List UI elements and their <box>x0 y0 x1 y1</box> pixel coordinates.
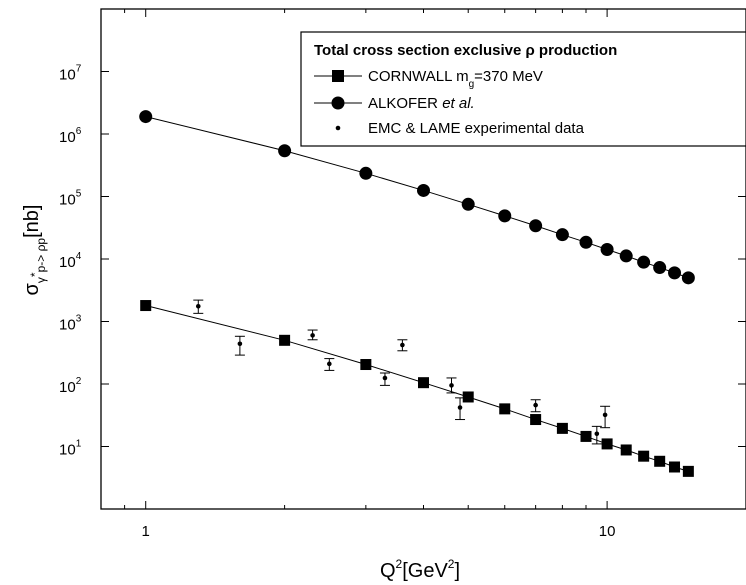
data-point-square <box>418 377 429 389</box>
data-point-circle <box>579 235 593 249</box>
data-point-circle <box>278 144 292 158</box>
series-cornwall <box>140 300 694 477</box>
data-point-square <box>556 422 568 434</box>
data-point-dot <box>400 342 405 348</box>
data-point-circle <box>529 219 543 233</box>
y-tick-label: 101 <box>59 439 82 459</box>
data-point-square <box>360 359 372 371</box>
data-point-dot <box>602 412 608 418</box>
legend-marker-experimental <box>335 125 341 131</box>
data-point-square <box>499 403 511 415</box>
data-point-dot <box>457 405 463 410</box>
data-point-square <box>580 430 592 442</box>
y-tick-label: 103 <box>59 314 82 334</box>
data-point-circle <box>637 255 651 269</box>
data-point-circle <box>417 183 430 197</box>
data-point-dot <box>310 333 315 338</box>
data-point-square <box>279 334 291 346</box>
data-point-dot <box>382 375 388 381</box>
y-tick-label: 107 <box>59 64 82 84</box>
legend: Total cross section exclusive ρ producti… <box>300 31 746 147</box>
data-point-square <box>530 414 542 426</box>
y-ticks: 101 102 103 104 105 106 107 <box>59 64 82 459</box>
data-point-circle <box>600 242 614 256</box>
data-point-square <box>462 391 474 403</box>
x-ticks: 1 10 <box>142 523 616 540</box>
data-point-circle <box>359 166 373 180</box>
legend-label-cornwall: CORNWALL mg=370 MeV <box>368 68 543 90</box>
data-point-square <box>620 444 632 456</box>
data-point-square <box>682 465 694 477</box>
legend-marker-cornwall <box>332 70 344 82</box>
x-tick-label: 1 <box>142 523 150 540</box>
y-tick-label: 104 <box>59 251 82 271</box>
series-alkofer <box>139 110 695 285</box>
data-point-square <box>140 300 152 312</box>
data-point-square <box>601 438 613 450</box>
legend-label-alkofer: ALKOFER et al. <box>368 95 475 112</box>
data-point-circle <box>681 271 695 285</box>
legend-label-experimental: EMC & LAME experimental data <box>368 120 585 137</box>
data-point-circle <box>653 261 667 275</box>
data-point-circle <box>619 249 633 263</box>
legend-title: Total cross section exclusive ρ producti… <box>314 42 617 59</box>
data-point-dot <box>449 383 454 388</box>
y-tick-label: 106 <box>59 126 82 146</box>
series-experimental <box>193 299 611 445</box>
data-point-circle <box>461 197 475 211</box>
data-point-dot <box>327 361 332 367</box>
x-tick-label: 10 <box>599 523 616 540</box>
data-point-circle <box>668 266 682 280</box>
data-point-square <box>638 450 650 462</box>
data-point-square <box>669 461 681 473</box>
data-point-dot <box>195 304 201 309</box>
data-point-circle <box>555 228 569 242</box>
legend-marker-alkofer <box>331 96 345 110</box>
legend-box <box>300 31 746 147</box>
data-point-circle <box>498 209 512 223</box>
y-axis-label: σγ*p-> ρp[nb] <box>21 205 48 296</box>
data-point-square <box>654 455 666 467</box>
data-point-dot <box>533 402 538 408</box>
y-tick-label: 105 <box>59 189 82 209</box>
data-point-dot <box>594 431 600 437</box>
data-point-circle <box>139 110 153 124</box>
data-point-dot <box>237 341 243 347</box>
x-axis-label: Q2[GeV2] <box>380 557 460 582</box>
y-tick-label: 102 <box>59 376 82 396</box>
